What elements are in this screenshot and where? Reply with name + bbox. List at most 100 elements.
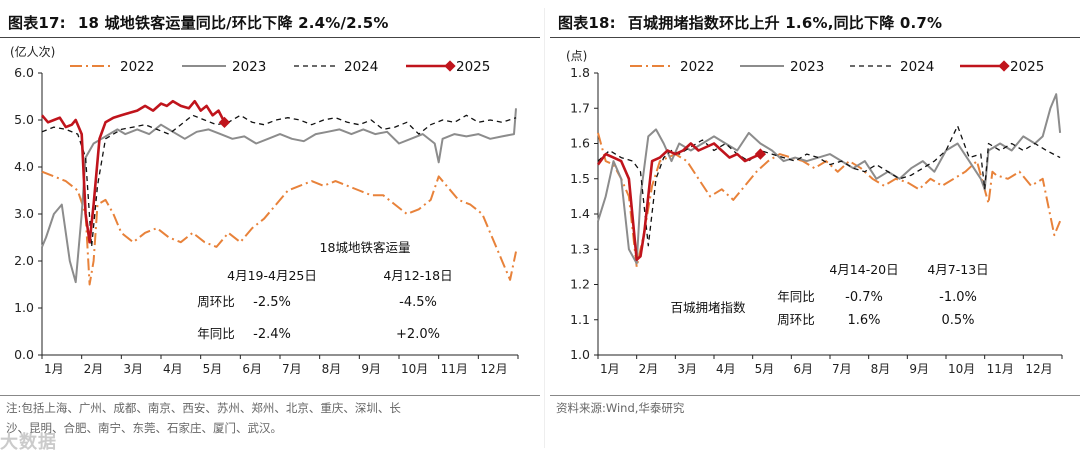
x-tick-label: 8月 [871,362,891,376]
title-rule [550,37,1080,38]
series-line-2025 [41,99,226,244]
table-cell: -2.4% [253,327,291,342]
note-line-1: 注:包括上海、广州、成都、南京、西安、苏州、郑州、北京、重庆、深圳、长 [6,401,401,415]
chart-congestion: 1.0 1.1 1.2 1.3 1.4 1.5 1.6 1.7 1.8 1月 2月 3月 4月 5月 6月 7… [570,59,1063,376]
table-row-label: 周环比 [197,294,235,309]
panel-divider [544,8,545,448]
chart-title: 图表18: 百城拥堵指数环比上升 1.6%,同比下降 0.7% [558,12,942,33]
x-tick-label: 3月 [677,362,697,376]
x-tick-label: 7月 [832,362,852,376]
y-axis-unit: (点) [566,49,588,63]
chart-note: 注:包括上海、广州、成都、南京、西安、苏州、郑州、北京、重庆、深圳、长 沙、昆明… [6,398,526,438]
table-cell: 0.5% [941,313,974,328]
chart-source: 资料来源:Wind,华泰研究 [556,401,685,415]
x-tick-label: 9月 [361,362,381,376]
x-tick-label: 9月 [909,362,929,376]
y-tick-label: 1.8 [570,65,590,80]
y-tick-label: 1.5 [570,171,590,186]
chart-panel-congestion: 图表18: 百城拥堵指数环比上升 1.6%,同比下降 0.7% (点) 1.0 1.… [550,0,1080,465]
note-rule [0,395,540,396]
legend-label-2025: 2025 [1010,59,1044,75]
y-tick-label: 0.0 [14,347,34,362]
title-rule [0,37,540,38]
table-col-header: 4月19-4月25日 [227,268,317,283]
chart-title-text: 百城拥堵指数环比上升 1.6%,同比下降 0.7% [627,14,943,32]
x-tick-label: 1月 [600,362,620,376]
legend-label-2024: 2024 [900,59,934,75]
series-line-2025 [596,142,761,262]
y-axis-unit: (亿人次) [10,45,56,59]
table-col-header: 4月7-13日 [927,262,988,277]
table-title: 百城拥堵指数 [670,300,746,315]
table-row-label: 年同比 [777,289,815,304]
y-tick-label: 5.0 [14,112,34,127]
x-tick-label: 2月 [639,362,659,376]
x-tick-label: 10月 [401,362,428,376]
series-end-marker-2025 [218,116,231,129]
x-tick-label: 11月 [441,362,468,376]
x-tick-label: 11月 [987,362,1014,376]
chart-metro: 0.0 1.0 2.0 3.0 4.0 5.0 6.0 1月 2月 3月 4月 5月 6月 7月 8月 9月 1… [14,59,519,376]
note-line-2: 沙、昆明、合肥、南宁、东莞、石家庄、厦门、武汉。 [6,421,282,435]
x-tick-label: 3月 [123,362,143,376]
table-title: 18城地铁客运量 [320,240,411,255]
table-col-header: 4月12-18日 [383,268,452,283]
x-tick-label: 5月 [203,362,223,376]
x-tick-label: 4月 [163,362,183,376]
x-tick-label: 2月 [84,362,104,376]
x-tick-label: 12月 [1025,362,1052,376]
y-tick-label: 1.2 [570,277,590,292]
x-tick-label: 4月 [716,362,736,376]
table-col-header: 4月14-20日 [829,262,898,277]
note-rule [550,395,1080,396]
y-tick-label: 1.6 [570,136,590,151]
series-line-2022 [41,170,517,286]
series-line-2022 [597,132,1062,268]
y-tick-label: 2.0 [14,253,34,268]
series-line-2024 [41,114,517,248]
x-tick-label: 5月 [755,362,775,376]
chart-panel-metro: 图表17: 18 城地铁客运量同比/环比下降 2.4%/2.5% (亿人次) 0.… [0,12,540,453]
chart-title-label: 图表18: [558,14,616,32]
table-cell: -1.0% [939,290,977,305]
table-row-label: 周环比 [777,312,815,327]
x-tick-label: 8月 [322,362,342,376]
legend-label-2025: 2025 [456,59,490,75]
legend-marker-2025 [444,60,456,72]
series-line-2023 [597,93,1062,265]
y-tick-label: 1.0 [14,300,34,315]
table-cell: 1.6% [847,313,880,328]
legend-label-2022: 2022 [120,59,154,75]
table-cell: -0.7% [845,290,883,305]
series-end-marker-2025 [754,148,767,160]
legend-marker-2025 [998,60,1010,72]
y-tick-label: 3.0 [14,206,34,221]
table-cell: +2.0% [396,327,440,342]
x-tick-label: 6月 [793,362,813,376]
table-cell: -2.5% [253,295,291,310]
x-tick-label: 10月 [948,362,975,376]
series-line-2024 [597,125,1061,247]
x-tick-label: 12月 [480,362,507,376]
x-tick-label: 1月 [44,362,64,376]
x-tick-label: 6月 [242,362,262,376]
y-tick-label: 1.7 [570,100,590,115]
table-row-label: 年同比 [197,326,235,341]
y-tick-label: 6.0 [14,65,34,80]
chart-title-text: 18 城地铁客运量同比/环比下降 2.4%/2.5% [77,14,389,32]
table-cell: -4.5% [399,295,437,310]
legend-label-2023: 2023 [790,59,824,75]
chart-title-label: 图表17: [8,14,66,32]
y-tick-label: 4.0 [14,159,34,174]
legend-label-2024: 2024 [344,59,378,75]
y-tick-label: 1.0 [570,347,590,362]
series-line-2023 [41,108,517,284]
legend-label-2022: 2022 [680,59,714,75]
legend-label-2023: 2023 [232,59,266,75]
chart-title: 图表17: 18 城地铁客运量同比/环比下降 2.4%/2.5% [8,12,389,33]
y-tick-label: 1.3 [570,241,590,256]
x-tick-label: 7月 [282,362,302,376]
y-tick-label: 1.1 [570,312,590,327]
watermark: 大数据 [0,432,57,453]
y-tick-label: 1.4 [570,206,590,221]
